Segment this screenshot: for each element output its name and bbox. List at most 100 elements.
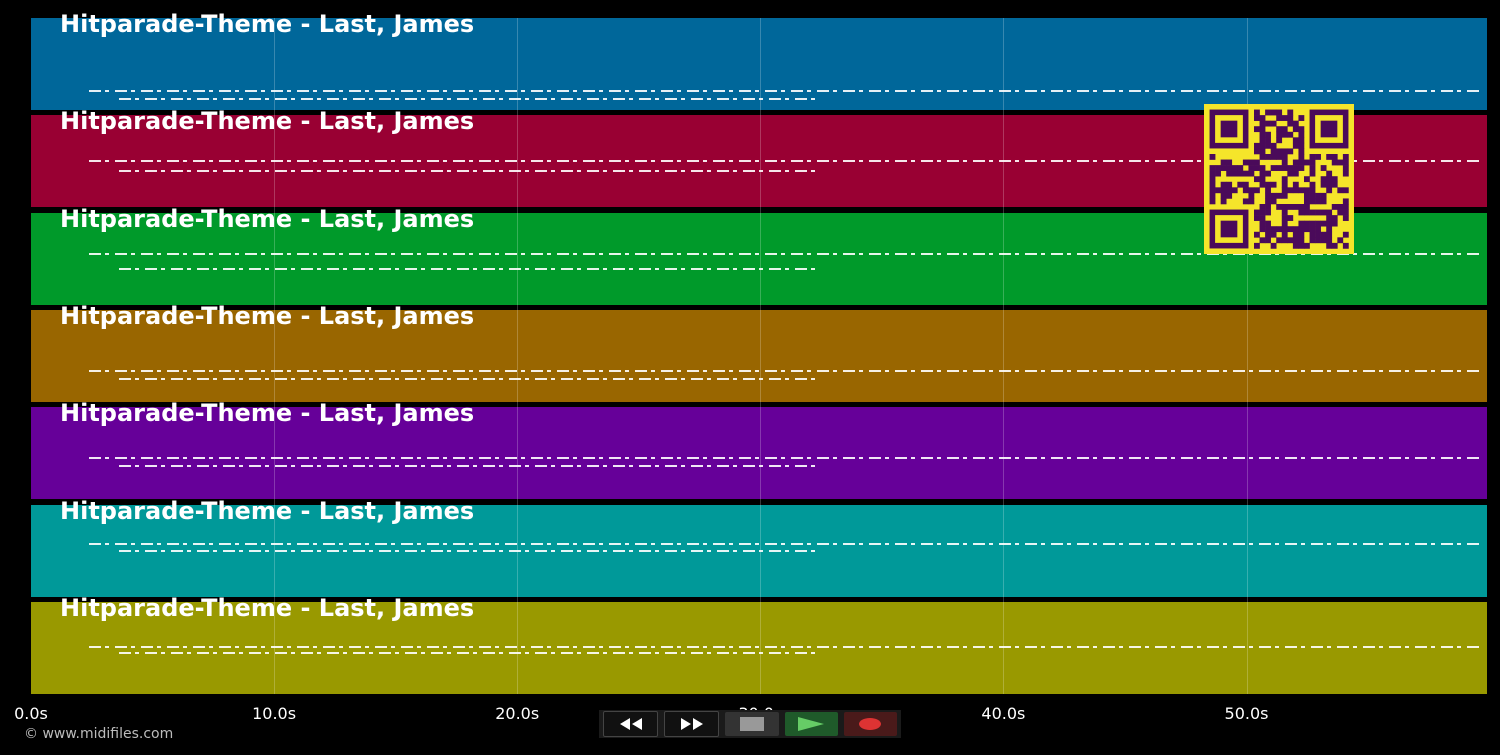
qr-module: [1259, 226, 1266, 233]
qr-module: [1276, 148, 1283, 155]
qr-module: [1298, 137, 1305, 144]
qr-module: [1337, 209, 1344, 216]
qr-module: [1315, 220, 1321, 227]
note-strip: [89, 90, 1479, 92]
qr-module: [1320, 220, 1327, 227]
qr-module: [1270, 226, 1277, 233]
qr-module: [1326, 187, 1333, 194]
qr-module: [1304, 187, 1310, 194]
qr-module: [1248, 187, 1255, 194]
qr-module: [1292, 226, 1299, 233]
x-tick-label: 50.0s: [1224, 704, 1269, 723]
x-tick-label: 20.0s: [495, 704, 540, 723]
qr-module: [1342, 198, 1349, 205]
qr-module: [1259, 181, 1266, 188]
qr-module: [1215, 170, 1221, 177]
qr-module: [1281, 187, 1288, 194]
qr-module: [1254, 209, 1260, 216]
qr-module: [1287, 215, 1294, 221]
qr-module: [1309, 170, 1316, 177]
qr-module: [1298, 209, 1305, 216]
qr-module: [1209, 198, 1216, 205]
qr-module: [1276, 154, 1283, 160]
rewind-button[interactable]: [603, 711, 659, 737]
qr-module: [1287, 226, 1294, 233]
qr-module: [1276, 237, 1283, 244]
qr-module: [1259, 154, 1266, 160]
qr-module: [1304, 226, 1310, 233]
qr-module: [1270, 120, 1277, 127]
qr-module: [1209, 154, 1216, 160]
qr-module: [1320, 192, 1327, 199]
note-strip: [119, 465, 819, 468]
qr-module: [1248, 170, 1255, 177]
qr-module: [1265, 237, 1271, 244]
qr-module: [1326, 154, 1333, 160]
qr-module: [1265, 198, 1271, 205]
qr-module: [1287, 204, 1294, 210]
qr-module: [1254, 231, 1260, 238]
qr-module: [1242, 187, 1249, 194]
qr-module: [1331, 204, 1338, 210]
qr-module: [1276, 131, 1283, 138]
controls: [599, 710, 901, 738]
qr-module: [1287, 120, 1294, 127]
qr-module: [1287, 165, 1294, 171]
qr-module: [1215, 187, 1221, 194]
qr-module: [1304, 204, 1310, 210]
qr-module: [1326, 181, 1333, 188]
qr-module: [1298, 187, 1305, 194]
qr-module: [1304, 209, 1310, 216]
qr-module: [1298, 154, 1305, 160]
qr-module: [1259, 215, 1266, 221]
qr-module: [1309, 226, 1316, 233]
note-strip: [119, 377, 819, 380]
qr-module: [1342, 187, 1349, 194]
grid-line: [274, 18, 276, 694]
track: Hitparade-Theme - Last, James: [31, 302, 1487, 402]
qr-module: [1298, 237, 1305, 244]
qr-module: [1220, 120, 1238, 138]
qr-module: [1259, 237, 1266, 244]
qr-module: [1337, 159, 1344, 166]
qr-module: [1265, 120, 1271, 127]
qr-module: [1270, 242, 1277, 249]
qr-module: [1315, 209, 1321, 216]
qr-module: [1315, 237, 1321, 244]
qr-module: [1320, 209, 1327, 216]
qr-module: [1254, 115, 1260, 121]
qr-module: [1281, 237, 1288, 244]
qr-module: [1281, 231, 1288, 238]
qr-module: [1265, 154, 1271, 160]
qr-module: [1226, 181, 1233, 188]
qr-module: [1326, 226, 1333, 233]
qr-module: [1276, 137, 1283, 144]
qr-module: [1292, 165, 1299, 171]
qr-module: [1270, 109, 1277, 116]
forward-button[interactable]: [664, 711, 720, 737]
track-title: Hitparade-Theme - Last, James: [60, 593, 475, 622]
qr-module: [1259, 131, 1266, 138]
qr-module: [1342, 159, 1349, 166]
qr-module: [1254, 142, 1260, 149]
stop-button[interactable]: [725, 712, 779, 736]
qr-module: [1281, 209, 1288, 216]
qr-module: [1259, 220, 1266, 227]
qr-module: [1309, 154, 1316, 160]
qr-module: [1254, 126, 1260, 133]
qr-module: [1276, 115, 1283, 121]
qr-module: [1309, 220, 1316, 227]
qr-module: [1298, 131, 1305, 138]
note-strip: [119, 170, 819, 173]
qr-module: [1287, 148, 1294, 155]
qr-module: [1270, 165, 1277, 171]
play-button[interactable]: [784, 712, 838, 736]
qr-module: [1315, 231, 1321, 238]
record-button[interactable]: [843, 712, 898, 736]
qr-module: [1309, 209, 1316, 216]
qr-module: [1270, 181, 1277, 188]
qr-module: [1320, 176, 1327, 183]
qr-module: [1237, 170, 1244, 177]
qr-module: [1342, 242, 1349, 249]
